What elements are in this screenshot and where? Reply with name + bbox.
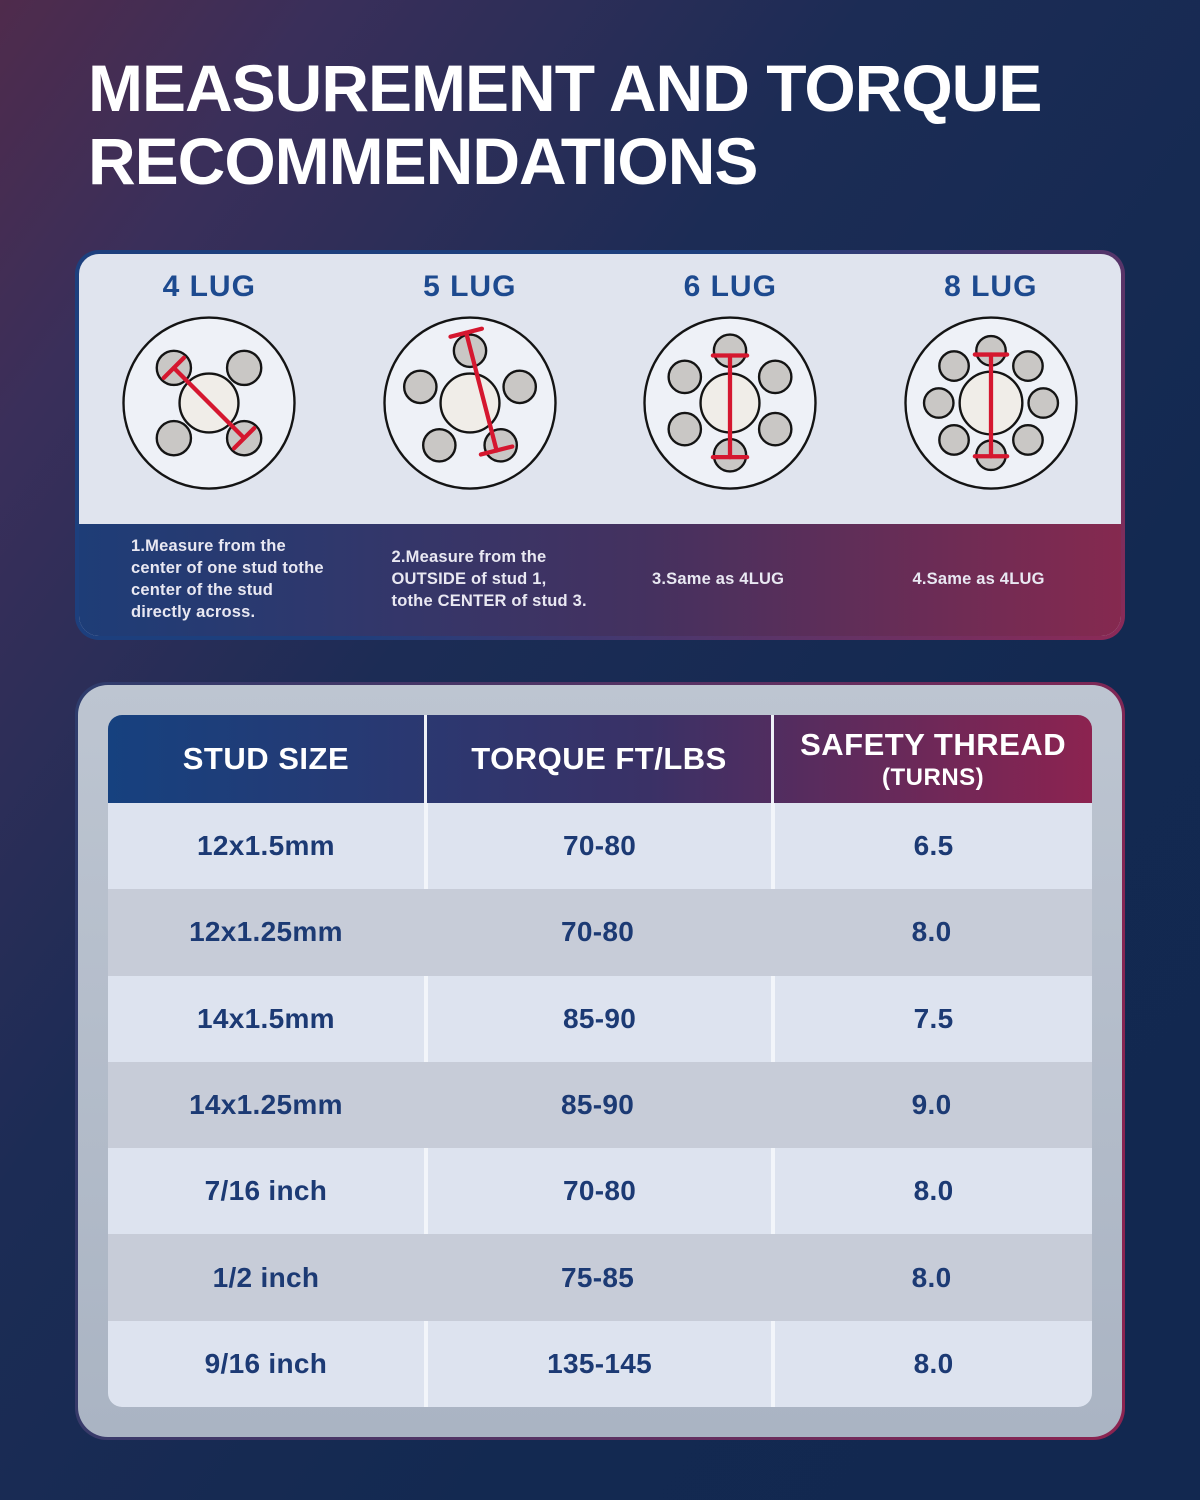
column-header-sublabel: (TURNS): [882, 763, 985, 791]
cell-safety-thread: 6.5: [771, 803, 1092, 890]
stud-hole: [667, 411, 703, 447]
cell-stud-size: 7/16 inch: [204, 1175, 328, 1207]
stud-hole: [155, 419, 193, 457]
measurement-step-4: 4.Same as 4LUG: [912, 570, 1045, 589]
cell-safety-thread: 9.0: [911, 1088, 952, 1120]
torque-table-card: STUD SIZE TORQUE FT/LBS SAFETY THREAD (T…: [75, 682, 1125, 1440]
column-header-label: SAFETY THREAD: [800, 726, 1067, 762]
torque-table: STUD SIZE TORQUE FT/LBS SAFETY THREAD (T…: [108, 715, 1092, 1407]
lug-label-5: 5 LUG: [423, 270, 517, 303]
cell-stud-size: 9/16 inch: [204, 1347, 328, 1379]
cell-torque: 75-85: [560, 1261, 635, 1293]
lug-column-6: 6 LUG: [600, 264, 861, 524]
stud-hole: [402, 369, 438, 405]
measurement-line: [972, 352, 1010, 459]
lug-diagram-grid: 4 LUG: [79, 254, 1121, 524]
lug-5-diagram: [383, 316, 557, 490]
table-row: 14x1.25mm 85-90 9.0: [108, 1061, 1092, 1149]
table-row: 14x1.5mm 85-90 7.5: [108, 975, 1092, 1062]
measurement-instructions-band: 1.Measure from the center of one stud to…: [79, 524, 1121, 636]
column-header-label: STUD SIZE: [182, 741, 350, 776]
table-row: 1/2 inch 75-85 8.0: [108, 1234, 1092, 1321]
lug-column-8: 8 LUG: [861, 264, 1122, 524]
cell-stud-size: 12x1.25mm: [189, 916, 343, 948]
measurement-step-3: 3.Same as 4LUG: [652, 570, 785, 589]
column-header-label: TORQUE FT/LBS: [471, 741, 727, 776]
lug-label-4: 4 LUG: [162, 270, 256, 303]
lug-8-diagram: [904, 316, 1078, 490]
torque-table-card-inner: STUD SIZE TORQUE FT/LBS SAFETY THREAD (T…: [78, 685, 1122, 1437]
stud-hole: [922, 387, 955, 419]
lug-4-diagram: [122, 316, 296, 490]
table-row: 12x1.5mm 70-80 6.5: [108, 803, 1092, 890]
stud-hole: [1011, 350, 1044, 382]
measurement-step-2: 2.Measure from the OUTSIDE of stud 1, to…: [391, 548, 587, 610]
lug-column-5: 5 LUG: [340, 264, 601, 524]
stud-hole: [667, 359, 703, 395]
measurement-step-1: 1.Measure from the center of one stud to…: [131, 537, 324, 621]
stud-hole: [1027, 387, 1059, 419]
table-row: 7/16 inch 70-80 8.0: [108, 1148, 1092, 1235]
table-row: 12x1.25mm 70-80 8.0: [108, 889, 1092, 976]
table-header-row: STUD SIZE TORQUE FT/LBS SAFETY THREAD (T…: [108, 715, 1092, 803]
stud-hole: [421, 427, 457, 463]
column-header-stud-size: STUD SIZE: [108, 715, 424, 803]
cell-safety-thread: 8.0: [911, 1261, 952, 1293]
stud-hole: [758, 411, 793, 447]
stud-hole: [1011, 424, 1044, 456]
cell-stud-size: 14x1.25mm: [189, 1088, 343, 1120]
stud-hole: [502, 369, 537, 405]
cell-torque: 85-90: [423, 975, 771, 1062]
stud-hole: [226, 349, 263, 387]
lug-measurement-panel-inner: 4 LUG: [79, 254, 1121, 636]
cell-torque: 70-80: [423, 1148, 771, 1235]
cell-safety-thread: 8.0: [771, 1320, 1092, 1407]
stud-hole: [758, 359, 793, 395]
cell-torque: 70-80: [560, 916, 635, 948]
cell-safety-thread: 8.0: [771, 1148, 1092, 1235]
lug-label-8: 8 LUG: [944, 270, 1038, 303]
lug-column-4: 4 LUG: [79, 264, 340, 524]
hub-circle: [439, 372, 501, 434]
stud-hole: [937, 424, 970, 456]
stud-hole: [937, 350, 970, 382]
measurement-line: [161, 355, 257, 451]
column-header-safety-thread: SAFETY THREAD (TURNS): [771, 715, 1092, 803]
measurement-line: [711, 353, 750, 460]
cell-stud-size: 1/2 inch: [212, 1261, 320, 1293]
table-row: 9/16 inch 135-145 8.0: [108, 1320, 1092, 1407]
cell-stud-size: 12x1.5mm: [197, 830, 335, 862]
cell-torque: 70-80: [423, 803, 771, 890]
column-header-torque: TORQUE FT/LBS: [423, 715, 771, 803]
lug-label-6: 6 LUG: [683, 270, 777, 303]
cell-torque: 85-90: [560, 1088, 635, 1120]
cell-safety-thread: 7.5: [771, 975, 1092, 1062]
lug-6-diagram: [643, 316, 817, 490]
cell-stud-size: 14x1.5mm: [197, 1002, 335, 1034]
cell-torque: 135-145: [423, 1320, 771, 1407]
measurement-line: [448, 326, 515, 457]
cell-safety-thread: 8.0: [911, 916, 952, 948]
lug-measurement-panel: 4 LUG: [75, 250, 1125, 640]
page-title: MEASUREMENT AND TORQUE RECOMMENDATIONS: [88, 51, 1042, 198]
